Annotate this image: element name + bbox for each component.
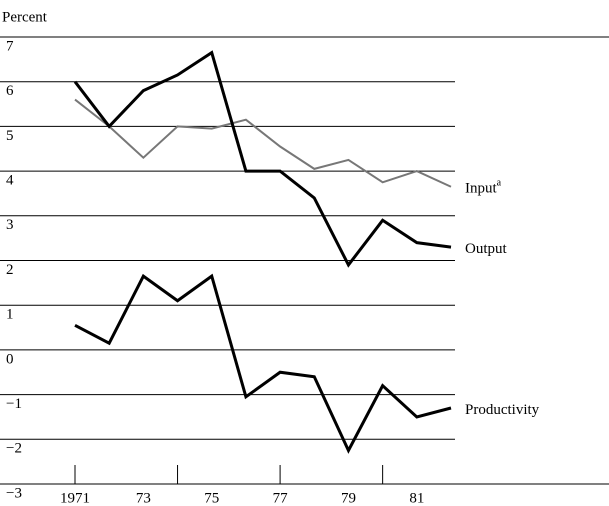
y-tick-label: 2 [6,262,14,278]
x-tick-label: 77 [273,490,289,506]
y-tick-label: 3 [6,217,14,233]
y-tick-label: −2 [6,441,22,457]
x-tick-label: 73 [136,490,151,506]
y-tick-label: 4 [6,173,14,189]
series-label-name: Output [465,242,508,258]
y-tick-label: 0 [6,351,14,367]
series-label-name: Input [465,181,497,197]
x-tick-label: 1971 [60,490,90,506]
y-tick-label: 7 [6,38,14,54]
series-label: Output [465,242,508,258]
x-tick-label: 79 [341,490,356,506]
y-axis-label: Percent [2,9,48,25]
series-label: Inputa [465,178,502,197]
x-tick-label: 81 [409,490,424,506]
series-label: Productivity [465,402,540,418]
y-tick-label: 6 [6,83,14,99]
series-label-footnote: a [497,178,502,189]
y-tick-label: −1 [6,396,22,412]
series-line [73,50,452,268]
y-tick-label: 5 [6,128,14,144]
series-line [74,273,452,454]
x-tick-label: 75 [204,490,219,506]
y-tick-label: 1 [6,307,14,323]
series-label-name: Productivity [465,402,540,418]
series-line [74,98,452,188]
y-tick-label: −3 [6,485,22,501]
